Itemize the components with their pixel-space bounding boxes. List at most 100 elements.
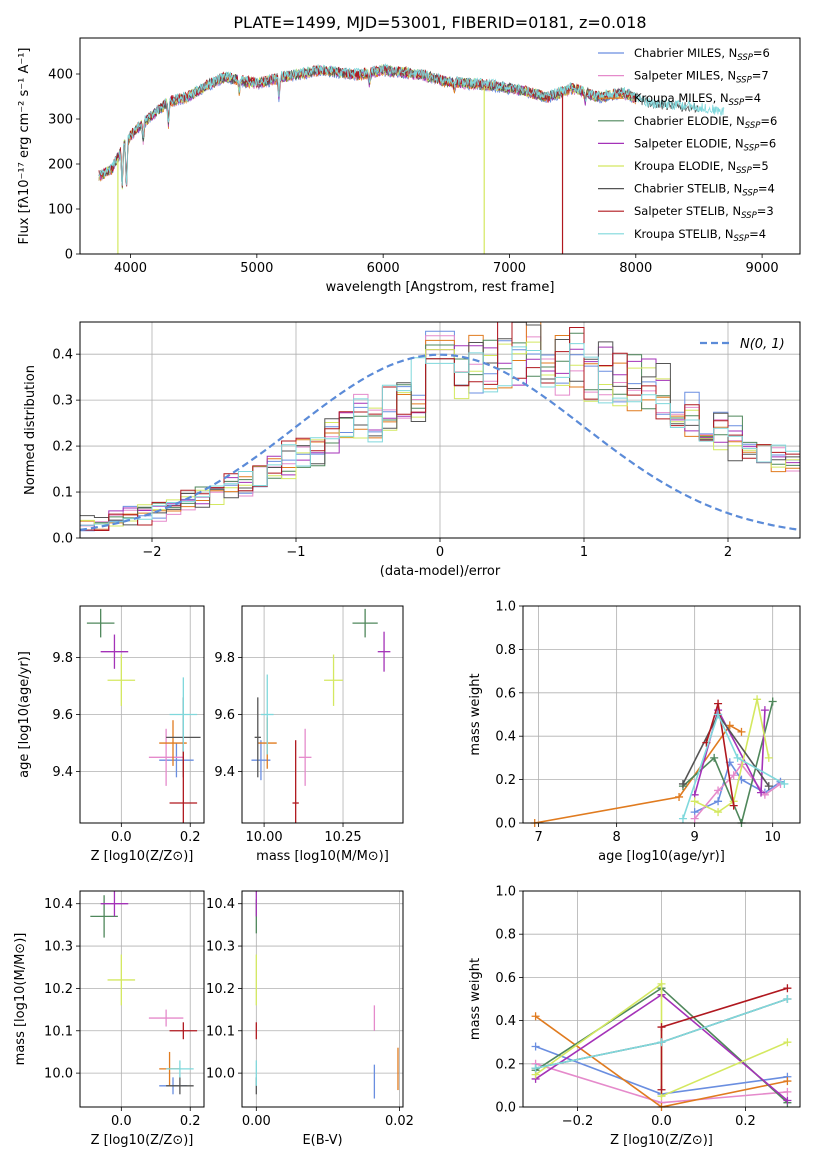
y-tick-label: 300 <box>48 113 73 128</box>
weight-marker <box>729 801 738 810</box>
x-tick-label: −1 <box>286 545 305 560</box>
y-tick-label: 200 <box>48 158 73 173</box>
y-axis-label: mass [log10(M/M⊙)] <box>13 933 28 1066</box>
weight-marker <box>657 1085 666 1094</box>
spectrum-panel: 4000 5000 6000 7000 8000 9000 0 100 200 300 400 wav… <box>17 37 801 295</box>
x-axis-label: E(B-V) <box>302 1133 342 1148</box>
weight-marker <box>764 782 773 791</box>
x-tick-label: 0 <box>436 545 444 560</box>
y-tick-label: 0 <box>65 248 73 263</box>
x-tick-label: 10.00 <box>245 830 282 845</box>
spectrum-line <box>98 65 637 184</box>
x-tick-label: 10.25 <box>324 830 361 845</box>
y-tick-label: 10.4 <box>44 897 73 912</box>
axes-frame <box>79 890 205 1108</box>
y-tick-label: 0.2 <box>52 440 73 455</box>
weight-marker <box>756 788 765 797</box>
legend-label: Kroupa MILES, NSSP=4 <box>634 91 761 108</box>
weight-marker <box>690 797 699 806</box>
weight-marker <box>737 727 746 736</box>
age-vs-mass-panel: 10.00 10.25 9.4 9.6 9.8 mass [log10(M/M⊙)] <box>214 605 404 864</box>
y-tick-label: 9.4 <box>214 765 235 780</box>
legend-label: Salpeter STELIB, NSSP=3 <box>634 204 774 221</box>
y-axis-label: mass weight <box>468 673 483 755</box>
y-tick-label: 9.8 <box>214 651 235 666</box>
weight-marker <box>780 779 789 788</box>
x-tick-label: 0.0 <box>111 1114 132 1129</box>
y-tick-label: 0.3 <box>52 394 73 409</box>
x-axis-label: (data-model)/error <box>380 564 501 579</box>
residual-histogram <box>80 322 800 526</box>
weight-line <box>682 712 785 819</box>
x-tick-label: −0.2 <box>562 1114 594 1129</box>
spectrum-line <box>98 66 637 186</box>
x-axis-label: age [log10(age/yr)] <box>598 849 725 864</box>
y-tick-label: 10.1 <box>206 1024 235 1039</box>
legend-label: Kroupa STELIB, NSSP=4 <box>634 227 766 244</box>
x-tick-label: 0.2 <box>180 1114 201 1129</box>
spectrum-line <box>98 65 637 183</box>
weight-vs-metallicity-panel: −0.2 0.0 0.2 0.0 0.2 0.4 0.6 0.8 1.0 Z [log10(Z/Z… <box>468 885 801 1148</box>
x-tick-label: 0.00 <box>242 1114 271 1129</box>
y-tick-label: 100 <box>48 203 73 218</box>
weight-marker <box>714 808 723 817</box>
y-tick-label: 0.8 <box>495 643 516 658</box>
y-tick-label: 1.0 <box>495 600 516 615</box>
y-tick-label: 10.1 <box>44 1024 73 1039</box>
y-tick-label: 10.0 <box>206 1067 235 1082</box>
spectrum-line <box>98 66 637 187</box>
spectrum-line <box>98 65 637 183</box>
weight-marker <box>531 1042 540 1051</box>
y-axis-label: age [log10(age/yr)] <box>17 651 32 778</box>
x-tick-label: 0.2 <box>180 830 201 845</box>
weight-marker <box>783 995 792 1003</box>
weight-marker <box>714 710 723 719</box>
weight-marker <box>690 814 699 823</box>
y-tick-label: 10.3 <box>44 940 73 955</box>
legend-label: Kroupa ELODIE, NSSP=5 <box>634 159 769 176</box>
axes-frame <box>241 890 404 1108</box>
weight-line <box>693 708 766 796</box>
x-tick-label: 9000 <box>746 261 779 276</box>
y-tick-label: 10.4 <box>206 897 235 912</box>
axes-frame <box>522 890 801 1108</box>
spectrum-line <box>98 63 725 186</box>
weight-line <box>694 763 781 820</box>
x-tick-label: 5000 <box>240 261 273 276</box>
x-axis-label: Z [log10(Z/Z⊙)] <box>91 849 194 864</box>
y-tick-label: 9.4 <box>52 765 73 780</box>
y-tick-label: 9.6 <box>214 708 235 723</box>
weight-marker <box>783 1096 792 1105</box>
x-tick-label: 4000 <box>114 261 147 276</box>
y-tick-label: 0.8 <box>495 928 516 943</box>
x-tick-label: −2 <box>142 545 161 560</box>
weight-marker <box>783 1077 792 1086</box>
y-tick-label: 0.0 <box>495 1101 516 1116</box>
y-tick-label: 400 <box>48 68 73 83</box>
x-tick-label: 6000 <box>367 261 400 276</box>
weight-marker <box>675 792 684 801</box>
weight-marker <box>710 753 719 762</box>
weight-marker <box>531 1064 540 1073</box>
x-tick-label: 2 <box>724 545 732 560</box>
weight-line <box>535 1015 788 1107</box>
y-tick-label: 0.2 <box>495 1057 516 1072</box>
residual-histogram <box>80 341 800 527</box>
x-axis-label: Z [log10(Z/Z⊙)] <box>91 1133 194 1148</box>
weight-marker <box>678 779 687 788</box>
y-tick-label: 0.4 <box>495 730 516 745</box>
legend-label: N(0, 1) <box>740 337 785 352</box>
y-tick-label: 0.4 <box>495 1014 516 1029</box>
legend-label: Chabrier STELIB, NSSP=4 <box>634 182 775 199</box>
y-tick-label: 1.0 <box>495 885 516 900</box>
y-tick-label: 9.8 <box>52 651 73 666</box>
y-tick-label: 0.0 <box>52 532 73 547</box>
legend-label: Chabrier ELODIE, NSSP=6 <box>634 114 777 131</box>
weight-marker <box>783 1038 792 1047</box>
y-tick-label: 0.1 <box>52 486 73 501</box>
weight-marker <box>753 695 762 704</box>
axes-frame <box>522 605 801 824</box>
y-tick-label: 9.6 <box>52 708 73 723</box>
x-tick-label: 0.2 <box>735 1114 756 1129</box>
